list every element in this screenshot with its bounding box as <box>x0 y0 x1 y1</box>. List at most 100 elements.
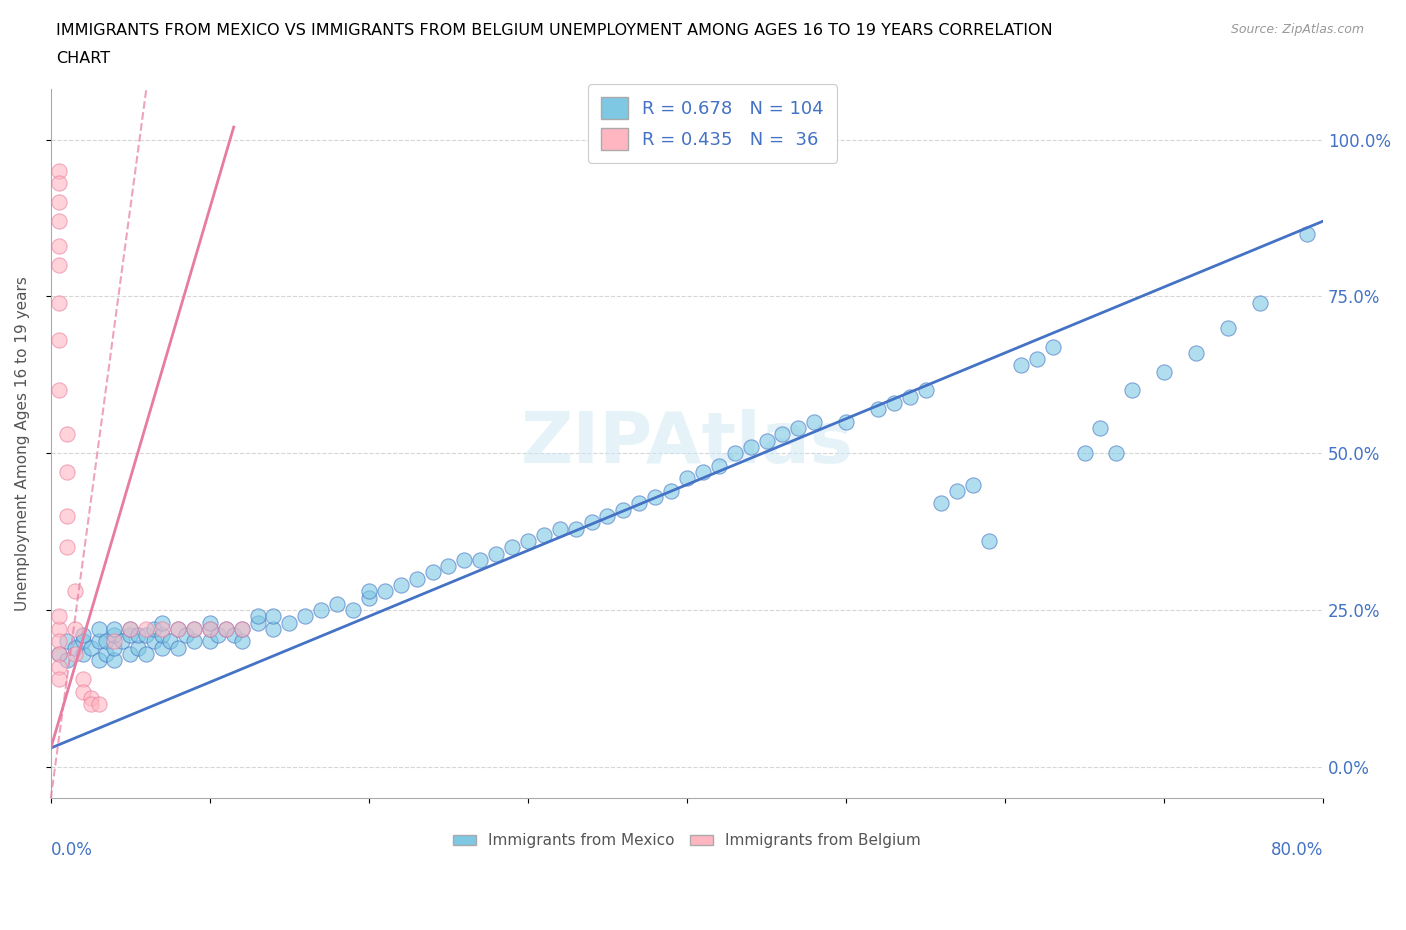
Point <box>48 333 70 348</box>
Point <box>72 634 94 649</box>
Point <box>246 609 269 624</box>
Point <box>596 509 619 524</box>
Point <box>127 640 149 655</box>
Point <box>96 646 118 661</box>
Point <box>740 440 762 455</box>
Text: Source: ZipAtlas.com: Source: ZipAtlas.com <box>1230 23 1364 36</box>
Point <box>357 584 380 599</box>
Point <box>103 640 125 655</box>
Point <box>787 420 810 435</box>
Point <box>1185 345 1208 360</box>
Point <box>516 534 538 549</box>
Point <box>342 603 364 618</box>
Point <box>1153 365 1175 379</box>
Point <box>72 646 94 661</box>
Point <box>1249 295 1271 310</box>
Text: CHART: CHART <box>56 51 110 66</box>
Point <box>63 621 86 636</box>
Point <box>167 621 190 636</box>
Point <box>103 634 125 649</box>
Point <box>174 628 197 643</box>
Point <box>150 621 173 636</box>
Point <box>207 628 229 643</box>
Point <box>79 690 101 705</box>
Point <box>103 628 125 643</box>
Point <box>485 546 508 561</box>
Point <box>962 477 984 492</box>
Point <box>55 653 77 668</box>
Point <box>755 433 778 448</box>
Point <box>231 621 253 636</box>
Point <box>548 521 571 536</box>
Point <box>501 540 523 555</box>
Point <box>120 621 142 636</box>
Point <box>770 427 793 442</box>
Point <box>931 496 953 511</box>
Point <box>1121 383 1143 398</box>
Point <box>198 621 221 636</box>
Point <box>48 295 70 310</box>
Text: 0.0%: 0.0% <box>51 841 93 858</box>
Point <box>581 515 603 530</box>
Point <box>79 697 101 711</box>
Point <box>692 465 714 480</box>
Point <box>167 640 190 655</box>
Point <box>1073 445 1095 460</box>
Point <box>48 383 70 398</box>
Point <box>946 484 969 498</box>
Text: IMMIGRANTS FROM MEXICO VS IMMIGRANTS FROM BELGIUM UNEMPLOYMENT AMONG AGES 16 TO : IMMIGRANTS FROM MEXICO VS IMMIGRANTS FRO… <box>56 23 1053 38</box>
Point <box>1025 352 1047 366</box>
Legend: Immigrants from Mexico, Immigrants from Belgium: Immigrants from Mexico, Immigrants from … <box>447 827 927 855</box>
Point <box>135 621 157 636</box>
Point <box>48 609 70 624</box>
Point <box>55 427 77 442</box>
Point <box>48 258 70 272</box>
Point <box>55 465 77 480</box>
Point <box>222 628 245 643</box>
Point <box>437 559 460 574</box>
Point <box>612 502 634 517</box>
Point <box>979 534 1001 549</box>
Point <box>835 415 858 430</box>
Text: ZIPAtlas: ZIPAtlas <box>520 409 853 478</box>
Point <box>183 621 205 636</box>
Point <box>120 646 142 661</box>
Point <box>1042 339 1064 354</box>
Point <box>564 521 586 536</box>
Point <box>1296 226 1319 241</box>
Point <box>294 609 316 624</box>
Point <box>48 634 70 649</box>
Point <box>914 383 936 398</box>
Point <box>263 609 285 624</box>
Point <box>55 509 77 524</box>
Point <box>707 458 730 473</box>
Point <box>143 634 166 649</box>
Point <box>135 628 157 643</box>
Point <box>246 615 269 630</box>
Point <box>135 646 157 661</box>
Point <box>1010 358 1032 373</box>
Point <box>422 565 444 579</box>
Point <box>883 395 905 410</box>
Text: 80.0%: 80.0% <box>1271 841 1323 858</box>
Point <box>167 621 190 636</box>
Point <box>231 621 253 636</box>
Point <box>48 621 70 636</box>
Point <box>79 640 101 655</box>
Point <box>87 621 110 636</box>
Point <box>278 615 301 630</box>
Point <box>215 621 238 636</box>
Point <box>659 484 682 498</box>
Point <box>127 628 149 643</box>
Point <box>111 634 134 649</box>
Point <box>263 621 285 636</box>
Point <box>48 195 70 210</box>
Point <box>389 578 412 592</box>
Point <box>470 552 492 567</box>
Point <box>183 621 205 636</box>
Point <box>48 164 70 179</box>
Point <box>143 621 166 636</box>
Point <box>103 653 125 668</box>
Point <box>48 176 70 191</box>
Point <box>63 646 86 661</box>
